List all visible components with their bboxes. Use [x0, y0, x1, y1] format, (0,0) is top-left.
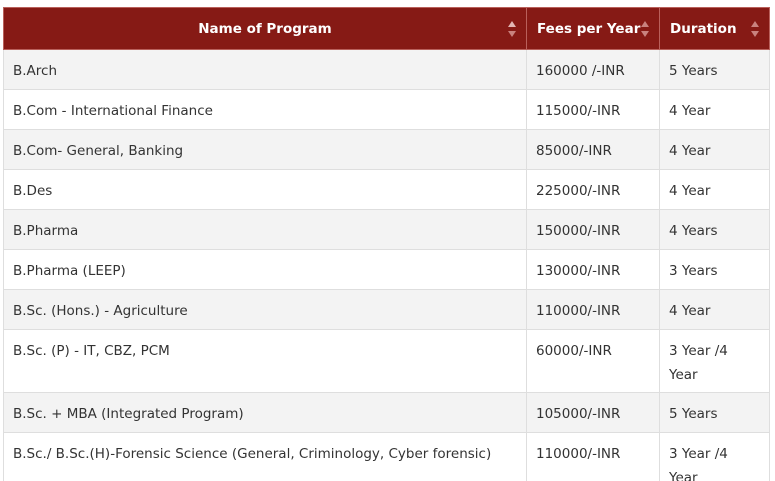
duration-cell: 4 Year — [659, 129, 770, 170]
table-row: B.Pharma 150000/-INR 4 Years — [3, 209, 770, 250]
duration-cell: 4 Year — [659, 89, 770, 130]
table-row: B.Sc. (P) - IT, CBZ, PCM 60000/-INR 3 Ye… — [3, 329, 770, 393]
duration-cell: 3 Years — [659, 249, 770, 290]
column-header-program[interactable]: Name of Program — [3, 7, 527, 50]
duration-cell: 4 Years — [659, 209, 770, 250]
column-header-fees[interactable]: Fees per Year — [526, 7, 660, 50]
fees-cell: 130000/-INR — [526, 249, 660, 290]
fees-table: Name of Program Fees per Year Duration B… — [3, 7, 770, 481]
column-header-label: Duration — [670, 20, 737, 37]
fees-cell: 160000 /-INR — [526, 49, 660, 90]
column-header-label: Fees per Year — [537, 20, 641, 37]
duration-cell: 4 Year — [659, 289, 770, 330]
table-row: B.Arch 160000 /-INR 5 Years — [3, 49, 770, 90]
table-row: B.Sc./ B.Sc.(H)-Forensic Science (Genera… — [3, 432, 770, 481]
program-cell: B.Sc. (Hons.) - Agriculture — [3, 289, 527, 330]
fees-cell: 60000/-INR — [526, 329, 660, 393]
table-row: B.Sc. (Hons.) - Agriculture 110000/-INR … — [3, 289, 770, 330]
duration-cell: 3 Year /4 Year — [659, 432, 770, 481]
program-cell: B.Pharma (LEEP) — [3, 249, 527, 290]
program-cell: B.Com - International Finance — [3, 89, 527, 130]
program-cell: B.Sc. (P) - IT, CBZ, PCM — [3, 329, 527, 393]
fees-cell: 85000/-INR — [526, 129, 660, 170]
table-row: B.Sc. + MBA (Integrated Program) 105000/… — [3, 392, 770, 433]
table-header-row: Name of Program Fees per Year Duration — [3, 7, 770, 50]
program-cell: B.Com- General, Banking — [3, 129, 527, 170]
fees-cell: 150000/-INR — [526, 209, 660, 250]
table-row: B.Pharma (LEEP) 130000/-INR 3 Years — [3, 249, 770, 290]
program-cell: B.Sc./ B.Sc.(H)-Forensic Science (Genera… — [3, 432, 527, 481]
table-row: B.Des 225000/-INR 4 Year — [3, 169, 770, 210]
table-row: B.Com - International Finance 115000/-IN… — [3, 89, 770, 130]
fees-cell: 105000/-INR — [526, 392, 660, 433]
program-cell: B.Sc. + MBA (Integrated Program) — [3, 392, 527, 433]
program-cell: B.Des — [3, 169, 527, 210]
sort-icon[interactable] — [508, 20, 516, 37]
program-cell: B.Pharma — [3, 209, 527, 250]
sort-icon[interactable] — [641, 20, 649, 37]
duration-cell: 3 Year /4 Year — [659, 329, 770, 393]
fees-cell: 110000/-INR — [526, 289, 660, 330]
column-header-label: Name of Program — [198, 20, 332, 37]
sort-icon[interactable] — [751, 20, 759, 37]
fees-cell: 225000/-INR — [526, 169, 660, 210]
duration-cell: 5 Years — [659, 392, 770, 433]
column-header-duration[interactable]: Duration — [659, 7, 770, 50]
duration-cell: 4 Year — [659, 169, 770, 210]
fees-cell: 110000/-INR — [526, 432, 660, 481]
fees-cell: 115000/-INR — [526, 89, 660, 130]
duration-cell: 5 Years — [659, 49, 770, 90]
table-row: B.Com- General, Banking 85000/-INR 4 Yea… — [3, 129, 770, 170]
program-cell: B.Arch — [3, 49, 527, 90]
